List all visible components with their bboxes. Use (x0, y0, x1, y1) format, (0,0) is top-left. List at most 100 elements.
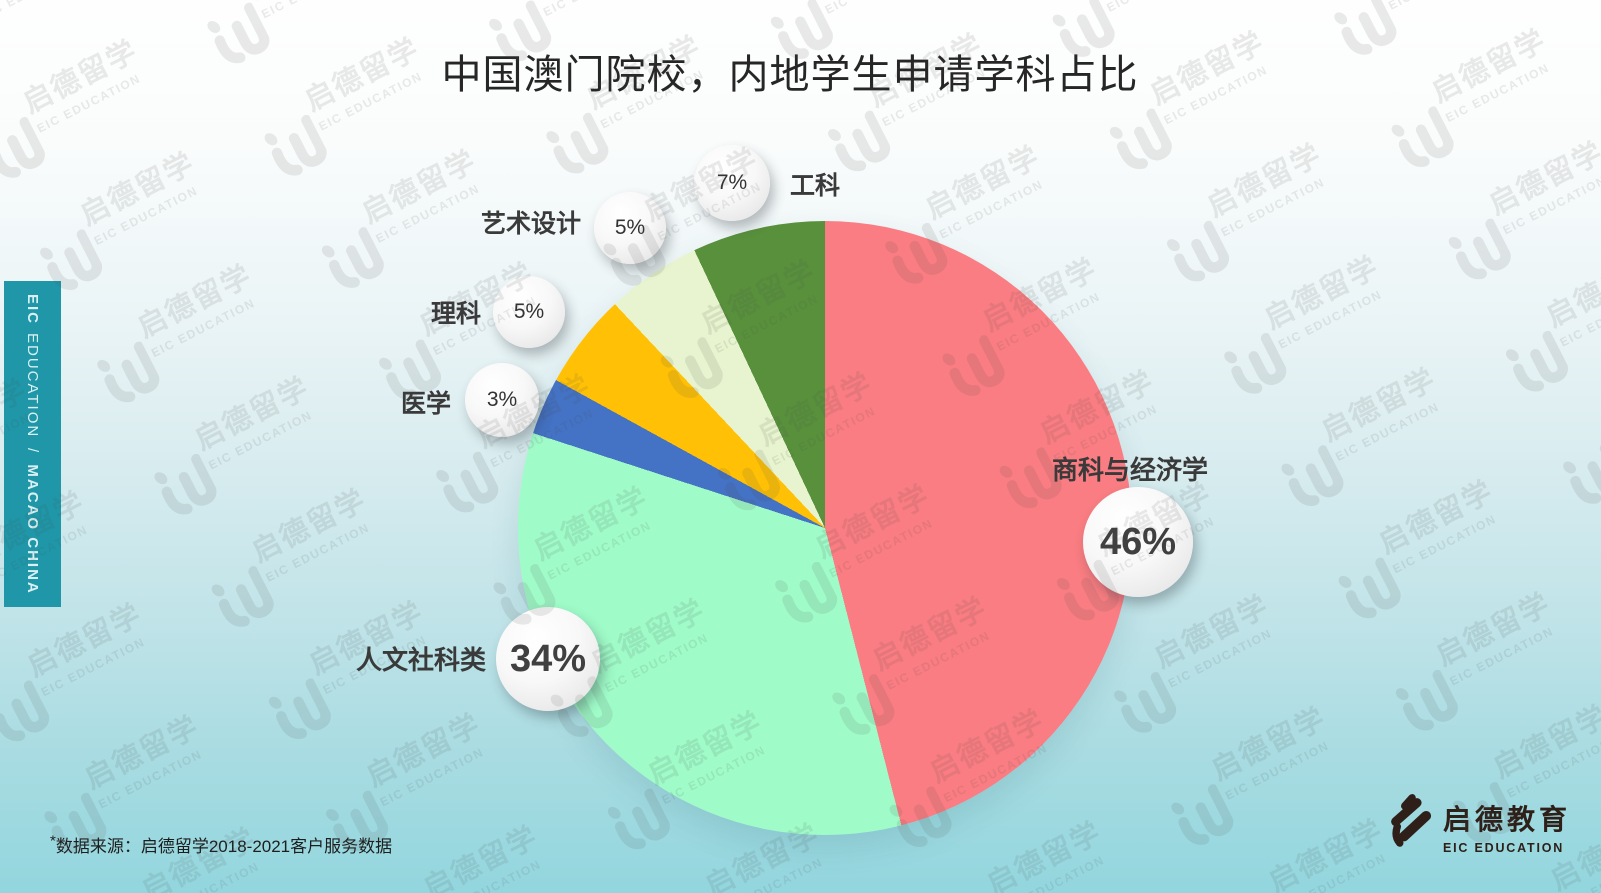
watermark-text: 启德留学 EIC EDUCATION (239, 0, 376, 21)
watermark-unit: 启德留学 EIC EDUCATION (76, 221, 358, 448)
eic-iu-watermark-icon (436, 451, 499, 513)
watermark-text: 启德留学 EIC EDUCATION (1146, 583, 1283, 691)
pie-value-humanities: 34% (509, 637, 587, 680)
watermark-text: 启德留学 EIC EDUCATION (521, 0, 658, 19)
watermark-text: 启德留学 EIC EDUCATION (1260, 807, 1397, 893)
watermark-cn-label: 启德留学 (1541, 248, 1601, 334)
pie-badge-science: 5% (493, 276, 565, 348)
watermark-unit: 启德留学 EIC EDUCATION (1203, 213, 1485, 440)
watermark-unit: 启德留学 EIC EDUCATION (1427, 98, 1601, 325)
eic-iu-watermark-icon (268, 678, 331, 739)
eic-iu-watermark-icon (211, 566, 274, 627)
pie-value-engineering: 7% (716, 171, 748, 194)
watermark-en-label: EIC EDUCATION (937, 177, 1046, 242)
watermark-text: 启德留学 EIC EDUCATION (415, 814, 552, 893)
watermark-text: 启德留学 EIC EDUCATION (72, 140, 209, 248)
watermark-unit: 启德留学 EIC EDUCATION (1317, 437, 1599, 664)
eic-iu-watermark-icon (1563, 443, 1601, 504)
watermark-cn-label: 启德留学 (1263, 814, 1389, 893)
pie-value-medicine: 3% (486, 388, 518, 411)
brand-logo: 启德教育 EIC EDUCATION (1383, 792, 1571, 855)
brand-text: 启德教育 EIC EDUCATION (1443, 798, 1571, 855)
watermark-cn-label: 启德留学 (1316, 363, 1442, 448)
watermark-cn-label: 启德留学 (803, 0, 933, 3)
sidebar-eic-label: EIC (24, 293, 41, 325)
watermark-cn-label: 启德留学 (521, 0, 651, 5)
pie-label-humanities: 人文社科类 (356, 645, 487, 675)
eic-iu-watermark-icon (1448, 218, 1511, 280)
eic-iu-watermark-icon (1109, 108, 1172, 170)
watermark-en-label: EIC EDUCATION (435, 857, 544, 893)
watermark-cn-label: 启德留学 (239, 0, 369, 7)
watermark-en-label: EIC EDUCATION (149, 295, 258, 361)
watermark-unit: 启德留学 EIC EDUCATION (23, 673, 305, 893)
watermark-en-label: EIC EDUCATION (998, 852, 1107, 893)
watermark-cn-label: 启德留学 (0, 0, 87, 9)
watermark-text: 启德留学 EIC EDUCATION (1203, 695, 1340, 803)
watermark-cn-label: 启德留学 (1484, 136, 1601, 222)
watermark-cn-label: 启德留学 (1374, 475, 1500, 561)
pie-badge-business: 46% (1083, 487, 1193, 597)
eic-iu-watermark-icon (546, 112, 609, 174)
watermark-text: 启德留学 EIC EDUCATION (1313, 356, 1450, 464)
pie-value-business: 46% (1099, 520, 1177, 563)
watermark-cn-label: 启德留学 (1206, 701, 1332, 787)
watermark-en-label: EIC EDUCATION (1557, 285, 1601, 350)
pie-badge-art-design: 5% (594, 192, 666, 264)
watermark-unit: 启德留学 EIC EDUCATION (1145, 101, 1427, 328)
pie-badge-humanities: 34% (496, 607, 600, 711)
watermark-en-label: EIC EDUCATION (38, 634, 148, 700)
watermark-en-label: EIC EDUCATION (259, 0, 376, 21)
watermark-en-label: EIC EDUCATION (377, 744, 487, 810)
watermark-cn-label: 启德留学 (1202, 138, 1328, 224)
watermark-text: 启德留学 EIC EDUCATION (1481, 129, 1601, 237)
watermark-unit: 启德留学 EIC EDUCATION (1484, 211, 1601, 438)
watermark-cn-label: 启德留学 (79, 710, 205, 796)
watermark-en-label: EIC EDUCATION (1500, 172, 1601, 238)
watermark-text: 启德留学 EIC EDUCATION (186, 364, 323, 473)
watermark-en-label: EIC EDUCATION (823, 0, 940, 17)
watermark-text: 启德留学 EIC EDUCATION (1370, 468, 1507, 576)
eic-iu-watermark-icon (1505, 330, 1568, 392)
watermark-cn-label: 启德留学 (1431, 587, 1557, 673)
watermark-unit: 启德留学 EIC EDUCATION (1260, 325, 1542, 552)
watermark-unit: 启德留学 EIC EDUCATION (0, 675, 23, 893)
watermark-text: 启德留学 EIC EDUCATION (803, 0, 940, 17)
watermark-text: 启德留学 EIC EDUCATION (917, 134, 1054, 242)
pie-label-medicine: 医学 (401, 390, 452, 418)
pie-value-art-design: 5% (614, 216, 646, 239)
eic-iu-watermark-icon (264, 114, 327, 176)
watermark-text: 启德留学 EIC EDUCATION (1595, 354, 1601, 462)
watermark-cn-label: 启德留学 (75, 147, 201, 232)
watermark-cn-label: 启德留学 (982, 816, 1108, 893)
eic-iu-watermark-icon (1167, 220, 1230, 282)
watermark-text: 启德留学 EIC EDUCATION (1538, 242, 1601, 350)
footnote-asterisk: * (50, 832, 56, 850)
watermark-text: 启德留学 EIC EDUCATION (1256, 244, 1393, 352)
watermark-cn-label: 启德留学 (920, 140, 1046, 226)
eic-iu-watermark-icon (1281, 445, 1344, 506)
pie-badge-medicine: 3% (465, 363, 539, 437)
sidebar-separator: / (24, 447, 41, 455)
watermark-en-label: EIC EDUCATION (1386, 0, 1503, 13)
watermark-en-label: EIC EDUCATION (153, 859, 262, 893)
watermark-cn-label: 启德留学 (361, 708, 487, 794)
watermark-en-label: EIC EDUCATION (716, 854, 826, 893)
watermark-unit: 启德留学 EIC EDUCATION (1594, 0, 1601, 98)
pie-label-engineering: 工科 (790, 172, 841, 200)
pie-label-business: 商科与经济学 (1052, 455, 1209, 485)
watermark-cn-label: 启德留学 (1084, 0, 1214, 1)
watermark-en-label: EIC EDUCATION (1280, 850, 1389, 893)
watermark-en-label: EIC EDUCATION (91, 183, 201, 248)
watermark-cn-label: 启德留学 (247, 483, 373, 569)
eic-iu-watermark-icon (0, 117, 45, 178)
watermark-text: 启德留学 EIC EDUCATION (1199, 131, 1336, 240)
watermark-unit: 启德留学 EIC EDUCATION (1541, 323, 1601, 550)
watermark-en-label: EIC EDUCATION (96, 746, 205, 812)
eic-iu-watermark-icon (1114, 671, 1177, 733)
watermark-en-label: EIC EDUCATION (206, 407, 315, 473)
watermark-en-label: EIC EDUCATION (1104, 0, 1221, 15)
watermark-cn-label: 启德留学 (1598, 360, 1601, 446)
watermark-en-label: EIC EDUCATION (1275, 287, 1385, 352)
